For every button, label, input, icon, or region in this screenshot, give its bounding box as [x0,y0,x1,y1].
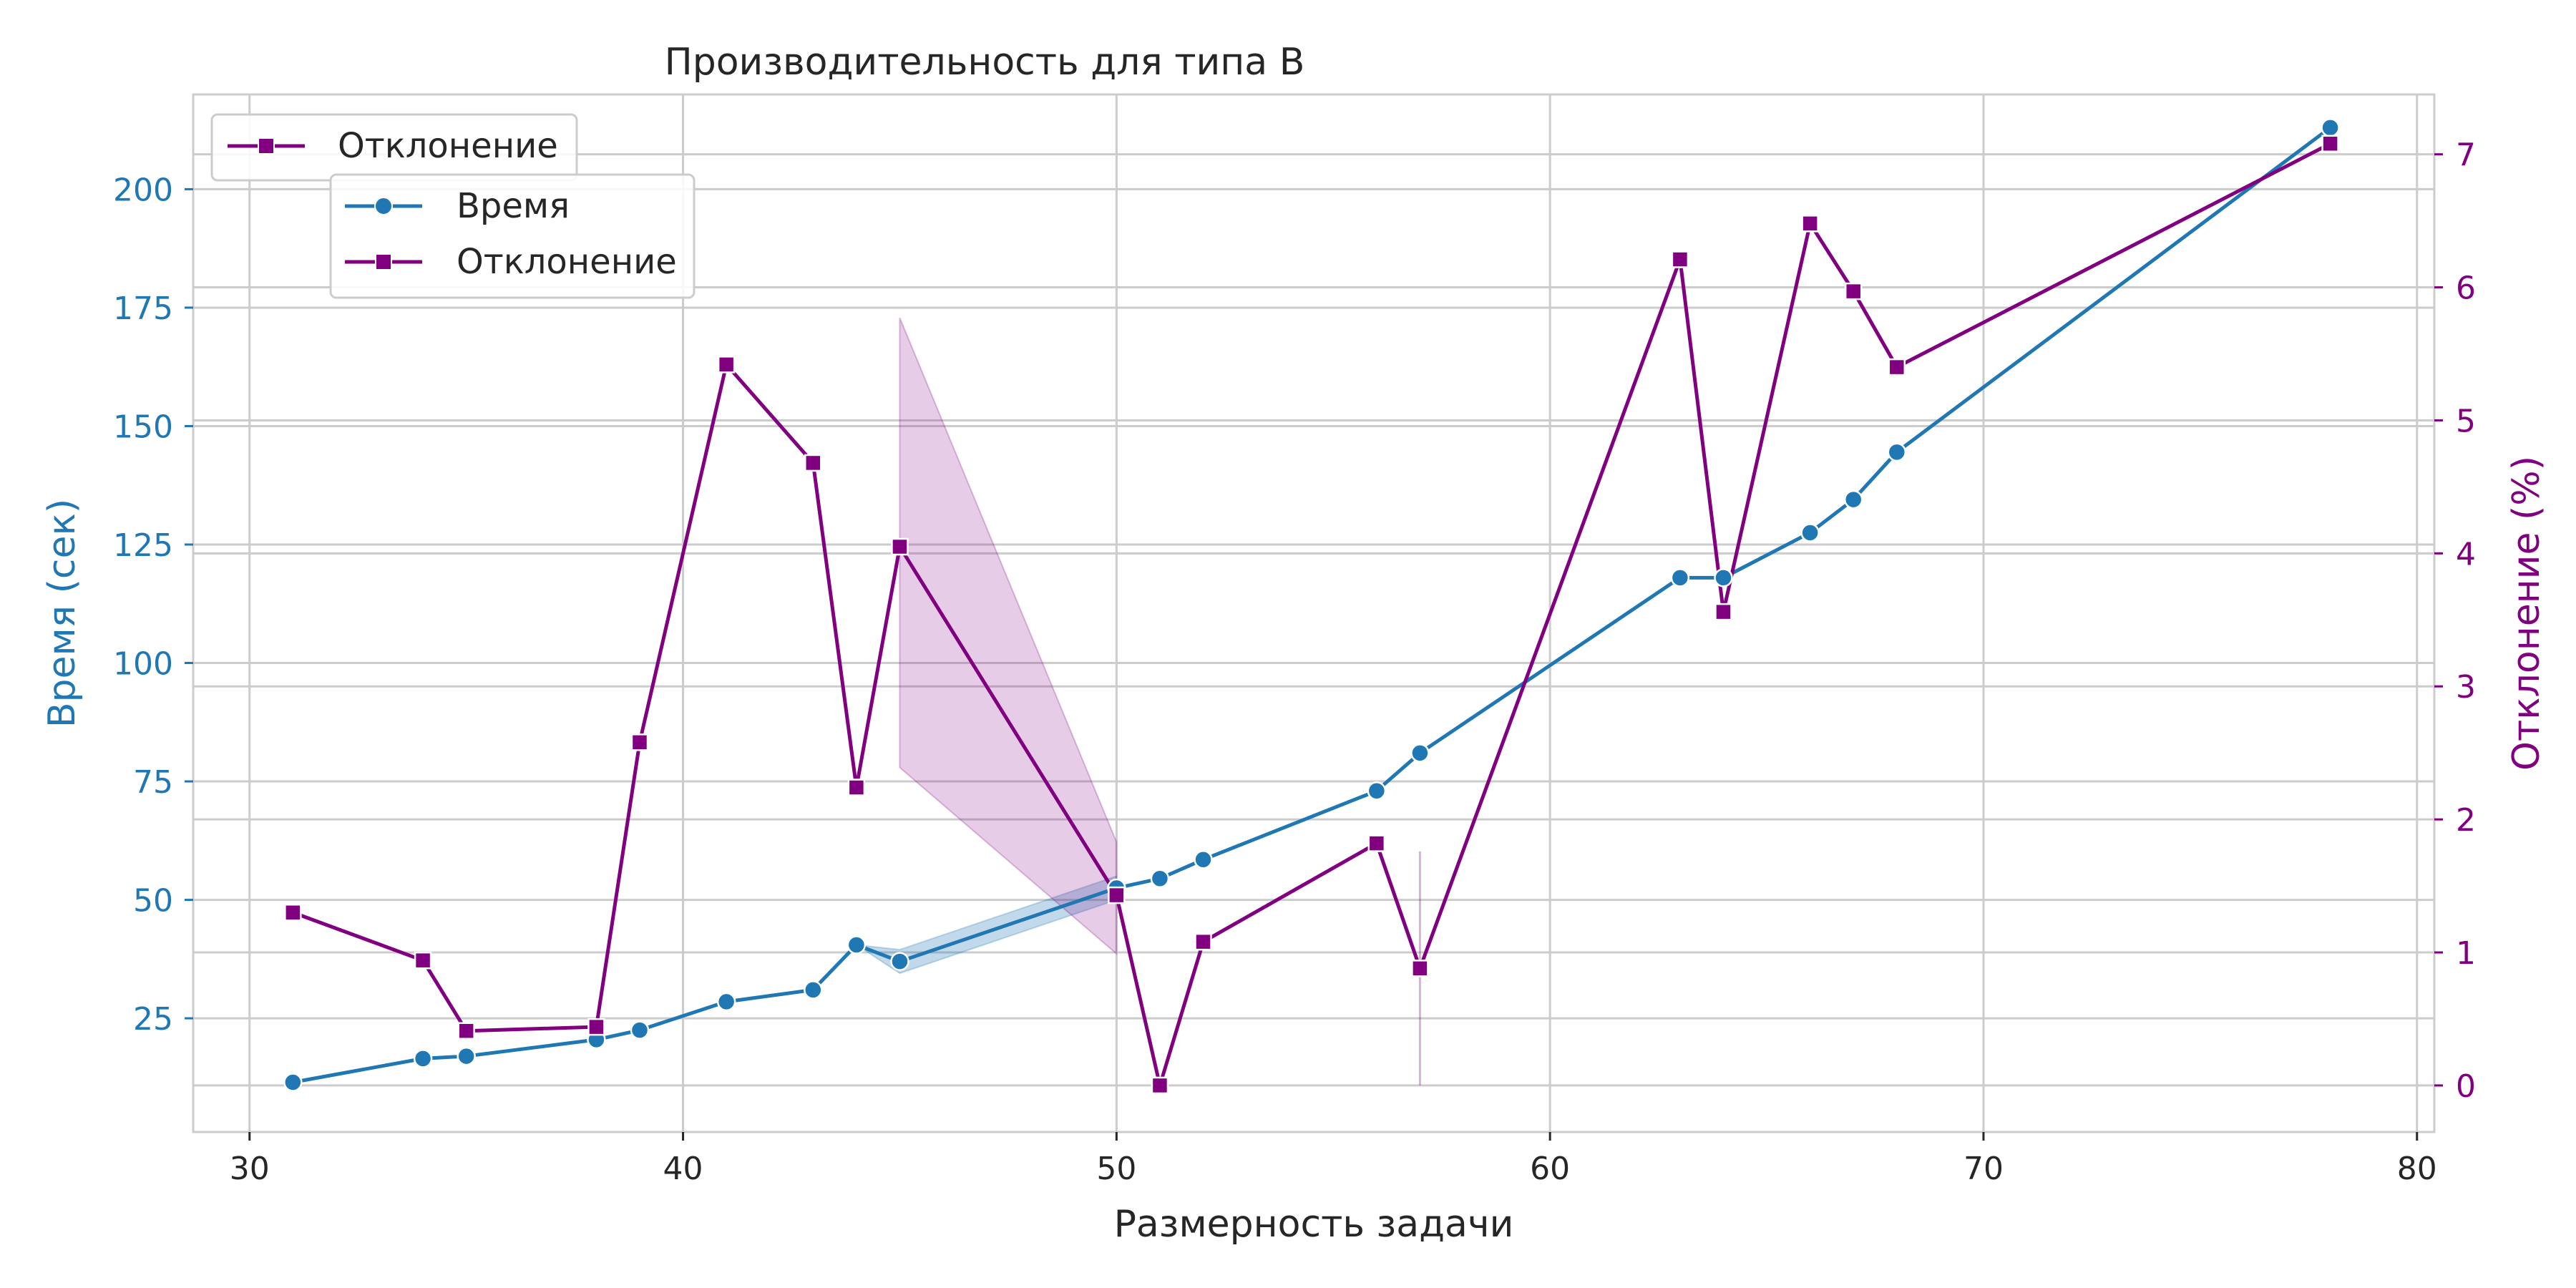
plot-frame [192,93,2436,1133]
legend-marker-square [258,137,275,155]
y-left-tick-label: 75 [133,764,173,801]
data-point-deviation [457,1022,475,1040]
y-left-tick-label: 175 [113,291,173,327]
legend-right-axis: Отклонение [210,113,578,182]
y-left-tick-label: 125 [113,527,173,564]
data-point-deviation [2321,135,2339,153]
data-point-time [1887,442,1907,462]
series-markers [283,118,2340,1095]
data-point-deviation [1844,282,1863,301]
legend-label-deviation: Отклонение [457,242,677,282]
x-tick-label: 40 [663,1151,703,1187]
x-axis-label: Размерность задачи [1114,1203,1514,1246]
data-point-deviation [1411,960,1429,977]
data-point-time [1194,850,1213,869]
confidence-band-deviation [899,317,1118,956]
y-right-tick-label: 3 [2456,669,2476,706]
y-left-tick-label: 100 [113,646,173,683]
y-left-tick-label: 150 [113,409,173,445]
data-point-deviation [414,951,432,970]
legend-marker-circle [374,197,393,215]
data-point-deviation [1151,1076,1169,1095]
data-point-deviation [1108,886,1126,904]
confidence-bands [856,317,1421,1085]
legend-marker-square [375,253,392,270]
data-point-deviation [891,537,909,556]
y-axis-left-label: Время (сек) [41,499,84,728]
data-point-time [1670,568,1690,587]
data-point-time [1843,489,1863,509]
chart-title: Производительность для типа B [665,41,1305,84]
data-point-deviation [1714,602,1732,621]
y-right-tick-label: 5 [2456,403,2476,439]
data-point-time [283,1073,303,1092]
y-right-tick-label: 4 [2456,536,2476,572]
x-tick-label: 30 [230,1151,270,1187]
y-left-tick-label: 25 [133,1001,173,1038]
x-tick-label: 50 [1096,1151,1136,1187]
series-line-deviation [292,142,2331,1088]
data-point-time [1410,743,1430,763]
data-point-time [890,952,909,971]
data-point-time [1150,869,1170,889]
legend-label-deviation: Отклонение [338,126,558,166]
data-point-deviation [1801,215,1819,233]
y-right-tick-label: 2 [2456,802,2476,839]
y-right-tick-label: 7 [2456,137,2476,174]
data-point-deviation [284,904,302,922]
data-point-time [2321,118,2340,137]
data-point-deviation [1194,932,1212,951]
x-tick-label: 60 [1530,1151,1570,1187]
y-right-tick-label: 0 [2456,1068,2476,1105]
data-point-time [1367,781,1387,801]
data-point-time [1800,523,1820,542]
x-tick-label: 80 [2397,1151,2437,1187]
data-point-deviation [717,356,736,374]
data-point-time [630,1020,650,1040]
data-point-time [847,935,867,955]
data-point-time [804,980,823,1000]
axis-ticks: 30 40 50 60 70 80 25 50 75 100 125 150 175 200 0 1 2 3 4 5 6… [113,137,2476,1187]
data-point-time [1714,568,1733,587]
data-point-deviation [630,733,649,751]
data-point-deviation [1367,834,1386,852]
grid [193,94,2434,1132]
y-right-tick-label: 6 [2456,270,2476,307]
data-point-deviation [587,1018,605,1036]
y-left-tick-label: 200 [113,172,173,208]
x-tick-label: 70 [1963,1151,2004,1187]
data-point-time [457,1046,476,1066]
data-point-time [716,992,736,1012]
y-right-tick-label: 1 [2456,935,2476,972]
data-point-deviation [1888,358,1906,376]
legend-label-time: Время [457,186,570,226]
data-point-time [413,1049,433,1068]
data-point-deviation [1671,250,1689,268]
data-point-deviation [847,779,866,796]
data-point-deviation [804,454,822,472]
legend-combined: Время Отклонение [329,173,696,299]
y-axis-right-label: Отклонение (%) [2505,456,2548,771]
y-left-tick-label: 50 [133,883,173,919]
